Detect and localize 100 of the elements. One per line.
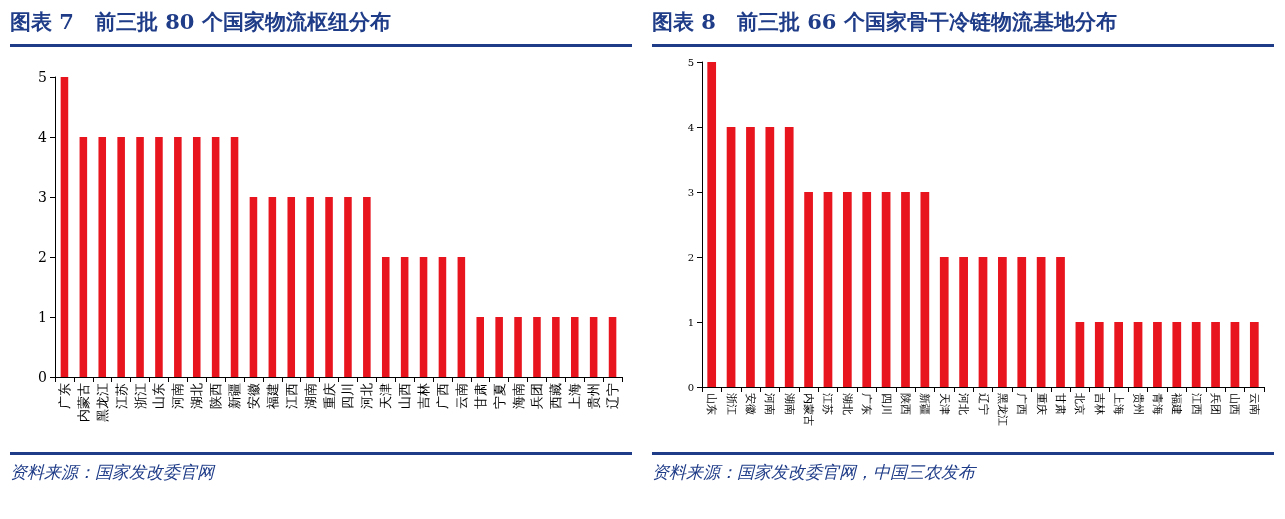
y-tick-label: 1 (38, 309, 47, 325)
x-tick-label: 天津 (378, 383, 394, 409)
x-tick-label: 内蒙古 (802, 393, 816, 426)
x-tick-label: 河南 (170, 383, 186, 409)
bar (1036, 257, 1046, 387)
x-tick-label: 河北 (957, 393, 971, 415)
x-tick-label: 江苏 (113, 383, 129, 409)
x-tick-label: 江西 (283, 383, 299, 409)
x-tick-label: 陕西 (208, 383, 224, 409)
y-tick-label: 4 (687, 121, 694, 133)
x-tick-label: 辽宁 (605, 383, 621, 409)
x-tick-label: 甘肃 (472, 383, 488, 409)
x-tick-label: 贵州 (1131, 393, 1145, 415)
bar (1114, 322, 1124, 387)
bar (552, 317, 560, 377)
x-tick-label: 浙江 (132, 383, 148, 409)
x-tick-label: 天津 (937, 393, 951, 415)
bar (1211, 322, 1220, 387)
x-tick-label: 新疆 (918, 393, 932, 415)
bar (1133, 322, 1143, 387)
bar (419, 257, 428, 377)
x-tick-label: 吉林 (1092, 393, 1106, 415)
x-tick-label: 山西 (1228, 393, 1242, 415)
bar (514, 317, 522, 377)
x-tick-label: 兵团 (529, 383, 545, 409)
chart-title: 图表 8 前三批 66 个国家骨干冷链物流基地分布 (652, 0, 1274, 47)
x-tick-label: 湖北 (189, 383, 205, 409)
bar (1075, 322, 1085, 387)
y-tick-label: 5 (38, 69, 47, 85)
bar (476, 317, 485, 377)
x-tick-label: 广东 (860, 393, 874, 415)
bar (230, 137, 239, 377)
x-tick-label: 福建 (264, 383, 280, 409)
y-tick-label: 0 (38, 369, 47, 385)
bar (249, 197, 258, 377)
text: 资料来源：国家发改委官网，中国三农发布 (652, 452, 1274, 484)
bar (211, 137, 220, 377)
x-tick-label: 黑龙江 (995, 393, 1009, 426)
bar (823, 192, 833, 387)
bar (60, 77, 69, 377)
x-tick-label: 贵州 (586, 383, 602, 409)
bar (438, 257, 447, 377)
bar (570, 317, 579, 377)
x-tick-label: 山东 (705, 393, 719, 415)
bar (1249, 322, 1259, 387)
bar (881, 192, 891, 387)
bar (920, 192, 930, 387)
x-tick-label: 云南 (453, 383, 469, 409)
bar (959, 257, 968, 387)
bar (804, 192, 813, 387)
y-tick-label: 2 (38, 249, 47, 265)
bar (939, 257, 949, 387)
bar (400, 257, 409, 377)
x-tick-label: 上海 (1112, 393, 1126, 415)
x-tick-label: 江西 (1189, 393, 1203, 415)
bar (862, 192, 872, 387)
x-tick-label: 西藏 (548, 383, 564, 409)
x-tick-label: 重庆 (1034, 393, 1048, 415)
y-tick-label: 4 (38, 129, 48, 145)
y-tick-label: 3 (38, 189, 47, 205)
bar (136, 137, 144, 377)
bar (533, 317, 541, 377)
x-tick-label: 陕西 (898, 393, 912, 415)
bar (174, 137, 182, 377)
bar (765, 127, 775, 387)
bar (608, 317, 617, 377)
bar (842, 192, 852, 387)
bar (155, 137, 163, 377)
bar (1017, 257, 1027, 387)
chart-title: 图表 7 前三批 80 个国家物流枢纽分布 (10, 0, 632, 47)
text: 资料来源：国家发改委官网 (10, 452, 632, 484)
x-tick-label: 山西 (397, 383, 413, 409)
bar (306, 197, 314, 377)
bar (707, 62, 717, 387)
bar (344, 197, 352, 377)
bar (1191, 322, 1201, 387)
x-tick-label: 四川 (340, 383, 356, 409)
x-tick-label: 宁夏 (491, 383, 507, 409)
x-tick-label: 黑龙江 (94, 383, 110, 422)
bar (726, 127, 736, 387)
bar (589, 317, 598, 377)
y-tick-label: 5 (687, 56, 694, 68)
bar (1230, 322, 1240, 387)
x-tick-label: 湖南 (782, 393, 796, 415)
x-tick-label: 湖南 (302, 383, 318, 409)
bar (1094, 322, 1104, 387)
x-tick-label: 湖北 (840, 393, 854, 415)
x-tick-label: 海南 (510, 383, 526, 409)
x-tick-label: 新疆 (227, 383, 243, 409)
bar (457, 257, 466, 377)
x-tick-label: 青海 (1150, 393, 1164, 415)
x-tick-label: 云南 (1247, 393, 1261, 415)
bar (363, 197, 371, 377)
bar (98, 137, 107, 377)
x-tick-label: 河南 (763, 393, 777, 415)
bar (784, 127, 794, 387)
x-tick-label: 辽宁 (976, 393, 990, 415)
bar (746, 127, 755, 387)
bar (978, 257, 988, 387)
x-tick-label: 广西 (1015, 393, 1029, 415)
